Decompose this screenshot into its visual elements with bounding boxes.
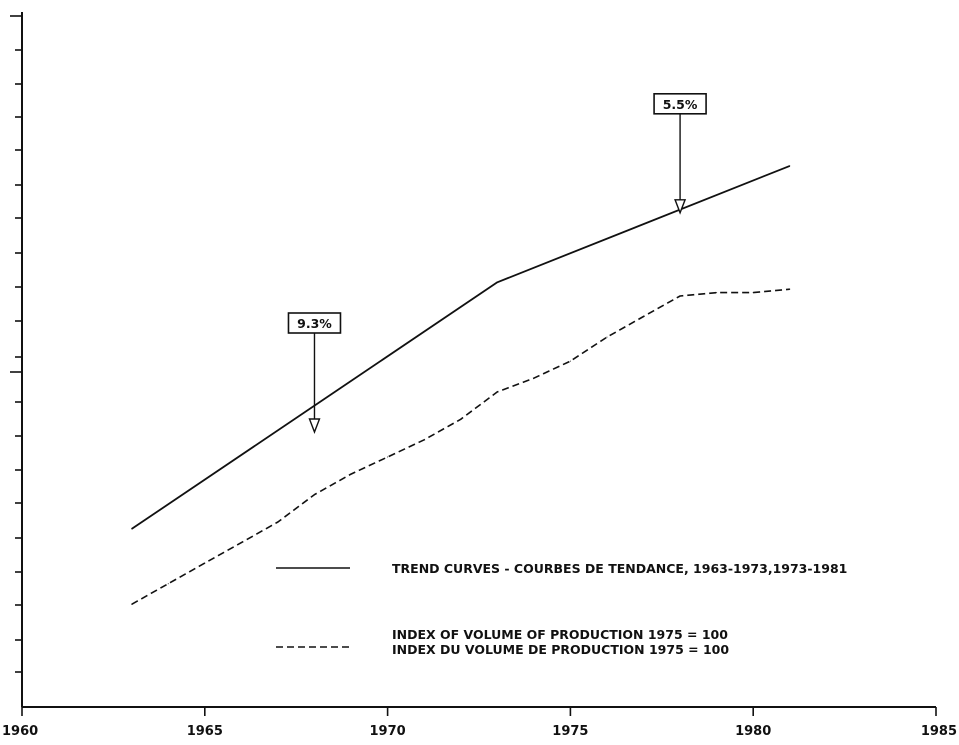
annotation-arrow-head <box>674 199 687 215</box>
data-point <box>533 377 535 379</box>
legend-label: INDEX OF VOLUME OF PRODUCTION 1975 = 100 <box>392 627 728 642</box>
annotation-1: 5.5% <box>653 93 707 215</box>
annotations: 9.3% 5.5% <box>287 93 707 434</box>
series-group <box>131 165 791 605</box>
legend-label: TREND CURVES - COURBES DE TENDANCE, 1963… <box>392 561 847 576</box>
data-point <box>313 494 315 496</box>
data-point <box>240 542 242 544</box>
x-tick-label: 1985 <box>921 724 957 739</box>
data-point <box>131 603 133 605</box>
data-point <box>643 316 645 318</box>
data-point <box>204 562 206 564</box>
x-tick-label: 1960 <box>2 724 38 739</box>
data-point <box>569 360 571 362</box>
x-tick-label: 1975 <box>552 724 588 739</box>
annotation-label: 9.3% <box>297 316 332 331</box>
axes: 1960 1965 1970 1975 1980 1985 <box>2 12 957 739</box>
series-line-trend <box>131 165 791 530</box>
data-point <box>387 456 389 458</box>
data-point <box>350 473 352 475</box>
data-point <box>277 521 279 523</box>
data-point <box>496 391 498 393</box>
data-point <box>606 336 608 338</box>
data-point <box>423 439 425 441</box>
data-point <box>167 583 169 585</box>
series-line-production-index <box>131 288 790 605</box>
data-point <box>789 288 791 290</box>
data-point <box>496 281 498 283</box>
x-tick-label: 1970 <box>370 724 406 739</box>
x-tick-label: 1980 <box>735 724 771 739</box>
legend-label: INDEX DU VOLUME DE PRODUCTION 1975 = 100 <box>392 642 729 657</box>
data-point <box>789 165 791 167</box>
annotation-arrow-head <box>308 418 321 434</box>
legend: TREND CURVES - COURBES DE TENDANCE, 1963… <box>276 561 847 657</box>
data-point <box>131 528 133 530</box>
data-point <box>679 295 681 297</box>
data-point <box>752 292 754 294</box>
annotation-label: 5.5% <box>663 97 698 112</box>
data-point <box>716 292 718 294</box>
x-tick-label: 1965 <box>187 724 223 739</box>
annotation-0: 9.3% <box>287 312 342 434</box>
data-point <box>460 418 462 420</box>
